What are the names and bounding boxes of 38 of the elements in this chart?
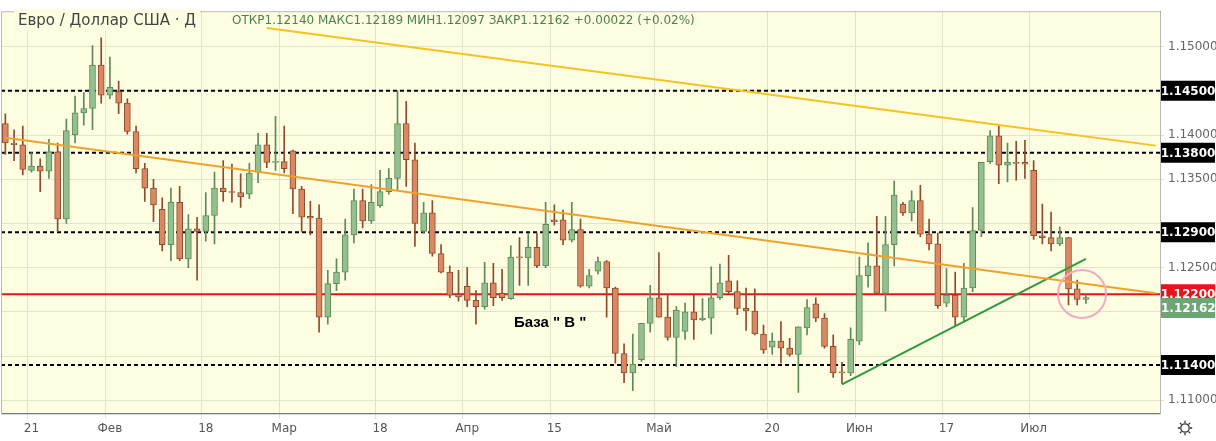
candlestick bbox=[838, 361, 846, 384]
x-tick-label: Апр bbox=[455, 420, 480, 435]
annotation: База " В " bbox=[514, 313, 587, 330]
x-tick-label: Июн bbox=[845, 420, 873, 435]
y-tick-label: 1.14000 bbox=[1168, 127, 1216, 142]
x-tick-label: Мар bbox=[271, 420, 297, 435]
x-tick-label: 17 bbox=[938, 420, 955, 435]
candlestick bbox=[524, 232, 532, 286]
candlestick bbox=[219, 160, 227, 202]
y-tick-label: 1.12500 bbox=[1168, 259, 1216, 274]
candlestick bbox=[193, 216, 201, 281]
x-tick-label: Фев bbox=[97, 420, 123, 435]
x-tick-label: Май bbox=[646, 420, 672, 435]
x-tick-label: 18 bbox=[372, 420, 388, 435]
candlestick bbox=[280, 125, 288, 174]
x-tick-label: 18 bbox=[198, 420, 214, 435]
ref-line-label: 1.11400 bbox=[1160, 358, 1216, 373]
candlestick bbox=[1012, 140, 1020, 181]
ref-line-label: 1.13800 bbox=[1160, 145, 1216, 160]
ref-line-label: 1.12200 bbox=[1160, 287, 1216, 302]
x-tick-label: Июл bbox=[1020, 420, 1048, 435]
y-tick-label: 1.11000 bbox=[1168, 392, 1216, 407]
ref-line-label: 1.14500 bbox=[1160, 83, 1216, 98]
x-tick-label: 21 bbox=[23, 420, 40, 435]
text: 1.12162 bbox=[1161, 298, 1216, 318]
x-tick-label: 15 bbox=[546, 420, 562, 435]
x-tick-label: 20 bbox=[764, 420, 780, 435]
candlestick bbox=[690, 294, 698, 340]
y-tick-label: 1.15000 bbox=[1168, 38, 1216, 53]
annotation: ОТКР1.12140 МАКС1.12189 МИН1.12097 ЗАКР1.12162 +0.00022 (+0.02%) bbox=[231, 12, 696, 29]
ref-line-label: 1.12900 bbox=[1160, 225, 1216, 240]
candlestick bbox=[36, 158, 44, 192]
candlestick bbox=[1021, 139, 1029, 179]
candlestick bbox=[80, 92, 88, 126]
candlestick bbox=[106, 56, 114, 100]
chart-title: Евро / Доллар США · Д bbox=[14, 9, 200, 31]
y-tick-label: 1.13500 bbox=[1168, 171, 1216, 186]
candlestick bbox=[629, 333, 637, 391]
